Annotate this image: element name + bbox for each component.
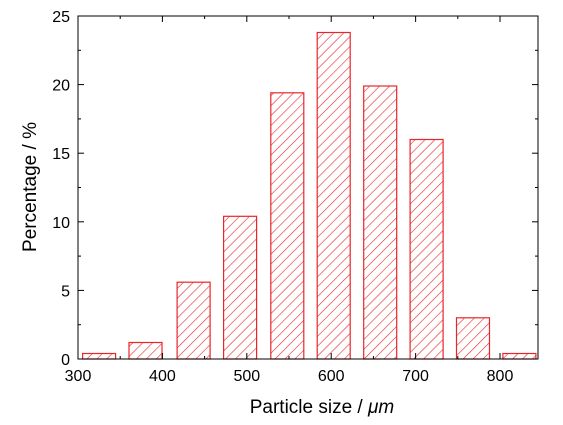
x-axis-title: Particle size / μm	[250, 397, 395, 418]
bar-10	[502, 352, 537, 360]
y-axis-title: Percentage / %	[20, 122, 41, 252]
x-tick-label: 400	[149, 368, 176, 385]
x-tick-label: 600	[318, 368, 345, 385]
bar-6	[316, 31, 351, 360]
x-axis-title-main: Particle size /	[250, 397, 368, 418]
y-tick-label: 5	[61, 283, 70, 300]
y-tick-label: 15	[52, 146, 70, 163]
bar-4	[223, 215, 258, 360]
plot-frame	[77, 15, 539, 360]
bar-2	[128, 341, 163, 360]
y-tick-label: 0	[61, 352, 70, 369]
y-tick-label: 25	[52, 9, 70, 26]
x-tick-label: 300	[65, 368, 92, 385]
y-tick-label: 10	[52, 215, 70, 232]
bar-7	[363, 85, 398, 360]
bars-layer	[81, 31, 537, 360]
bar-3	[176, 281, 211, 360]
bar-5	[270, 92, 305, 360]
x-tick-label: 500	[233, 368, 260, 385]
bar-9	[455, 317, 491, 360]
bar-1	[81, 352, 117, 360]
x-axis-title-unit: μm	[367, 397, 394, 418]
x-tick-label: 800	[487, 368, 514, 385]
y-tick-label: 20	[52, 78, 70, 95]
bar-8	[409, 138, 444, 360]
x-tick-label: 700	[402, 368, 429, 385]
ticks-layer: 300 400 500 600 700 800 0 5 10 15 20 25	[52, 9, 538, 385]
